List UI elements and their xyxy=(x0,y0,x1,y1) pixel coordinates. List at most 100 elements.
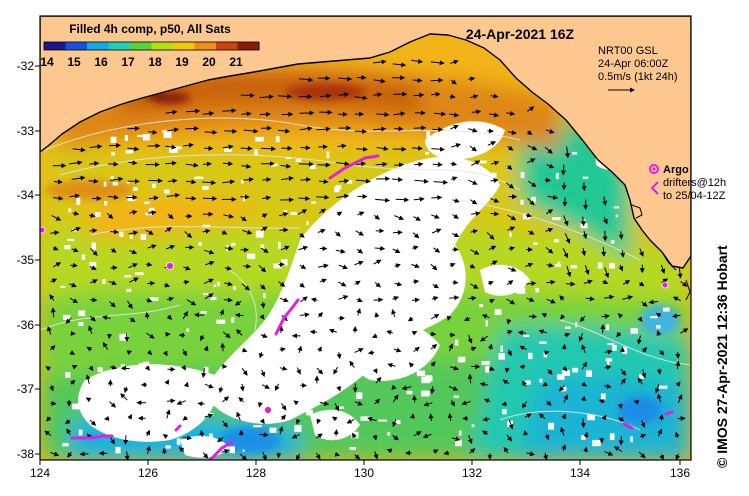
current-vector xyxy=(581,395,586,402)
current-vector xyxy=(656,368,662,375)
no-data-speckle xyxy=(455,439,462,447)
current-vector xyxy=(146,349,153,356)
current-vector xyxy=(79,451,89,457)
current-vector xyxy=(123,386,129,394)
current-vector xyxy=(430,313,440,320)
no-data-speckle xyxy=(305,409,313,416)
current-vector xyxy=(602,279,609,285)
current-vector xyxy=(185,108,201,114)
current-vector xyxy=(165,144,177,150)
current-vector xyxy=(367,416,377,422)
current-vector xyxy=(373,78,386,84)
no-data-speckle xyxy=(514,287,518,293)
current-vector xyxy=(299,264,307,270)
current-vector xyxy=(166,244,176,250)
sst-contours xyxy=(40,117,691,431)
current-vector xyxy=(656,393,662,403)
current-vector xyxy=(338,281,347,287)
no-data-speckle xyxy=(260,244,265,249)
current-vector xyxy=(69,193,80,199)
current-vector xyxy=(356,308,362,316)
current-vector xyxy=(545,227,554,233)
current-vector xyxy=(487,141,496,146)
current-vector xyxy=(354,454,361,460)
no-data-speckle xyxy=(142,391,150,394)
current-vector xyxy=(583,279,593,285)
current-vector xyxy=(162,350,168,357)
current-vector xyxy=(205,260,215,266)
current-vector xyxy=(541,313,547,318)
current-vector xyxy=(317,346,322,352)
current-vector xyxy=(449,94,456,100)
y-tick-label: -35 xyxy=(17,253,35,267)
current-vector xyxy=(483,398,491,404)
no-data-speckle xyxy=(203,293,213,296)
no-data-speckle xyxy=(360,416,370,421)
no-data-speckle xyxy=(198,242,202,246)
no-data-speckle xyxy=(557,261,561,265)
current-vector xyxy=(467,373,473,384)
current-vector xyxy=(166,192,180,198)
current-vector xyxy=(618,264,624,272)
current-vector xyxy=(433,247,441,253)
colorbar-tick-label: 21 xyxy=(229,55,243,69)
current-vector xyxy=(328,328,337,334)
current-vector xyxy=(505,182,515,189)
argo-tracks xyxy=(70,154,674,460)
current-vector xyxy=(387,362,396,368)
current-vector xyxy=(338,92,350,98)
current-vector xyxy=(88,365,94,372)
current-vector xyxy=(257,402,263,408)
current-vector xyxy=(204,129,218,135)
current-vector xyxy=(295,419,301,425)
current-vector xyxy=(581,248,587,257)
current-vector xyxy=(317,311,323,318)
current-vector xyxy=(316,418,322,425)
current-vector xyxy=(451,176,458,182)
no-data-speckle xyxy=(194,176,204,180)
current-vector xyxy=(239,453,248,460)
current-vector xyxy=(451,143,462,148)
current-vector xyxy=(334,451,341,457)
colorbar-tick-label: 20 xyxy=(202,55,216,69)
current-vector xyxy=(659,349,665,356)
current-vector xyxy=(127,146,140,152)
no-data-speckle xyxy=(349,446,357,450)
current-vector xyxy=(262,451,267,460)
no-data-speckle xyxy=(310,164,316,169)
no-data-speckle xyxy=(354,293,357,297)
current-vector xyxy=(448,343,454,352)
no-data-speckle xyxy=(67,238,75,241)
no-data-speckle xyxy=(68,208,72,213)
current-vector xyxy=(392,419,398,428)
current-vector xyxy=(471,160,481,166)
no-data-speckle xyxy=(97,367,103,373)
current-vector xyxy=(70,262,78,268)
current-vector xyxy=(467,179,478,185)
current-vector xyxy=(69,282,77,288)
no-data-speckle xyxy=(186,328,190,333)
colorbar-swatch xyxy=(151,42,174,50)
current-vector xyxy=(202,452,209,459)
current-vector xyxy=(107,194,119,200)
no-data-speckle xyxy=(338,406,345,409)
no-data-speckle xyxy=(110,136,117,143)
no-data-speckle xyxy=(364,309,367,313)
no-data-speckle xyxy=(433,258,442,264)
current-vector xyxy=(355,230,364,236)
no-data-speckle xyxy=(344,203,349,208)
current-vector xyxy=(423,401,433,407)
current-vector xyxy=(317,228,326,234)
current-vector xyxy=(429,331,437,337)
no-data-speckle xyxy=(217,281,220,287)
current-vector xyxy=(506,164,513,170)
no-data-speckle xyxy=(145,212,153,216)
current-vector xyxy=(680,281,688,287)
no-data-speckle xyxy=(140,234,147,240)
current-vector xyxy=(598,399,605,404)
current-vector xyxy=(561,343,567,350)
argo-floats xyxy=(40,226,669,414)
current-vector xyxy=(338,178,350,184)
no-data-speckle xyxy=(124,135,128,141)
current-vector xyxy=(449,263,456,268)
